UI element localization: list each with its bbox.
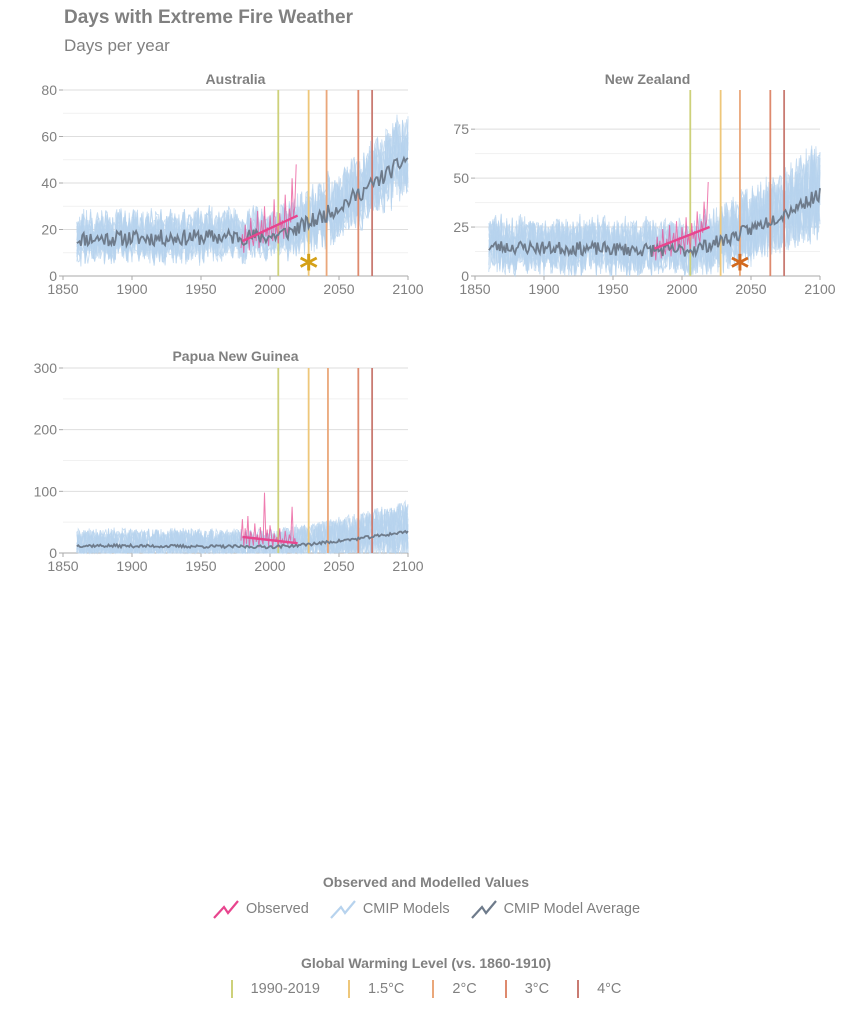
y-tick-label: 20: [41, 222, 57, 238]
x-tick-label: 2100: [392, 558, 423, 574]
gwl-item-1-5c: 1.5°C: [347, 980, 405, 998]
panel-title: Australia: [206, 71, 266, 87]
cmip-model-line: [488, 158, 821, 277]
panel-title: Papua New Guinea: [172, 348, 298, 364]
cmip-model-line: [76, 133, 409, 267]
gwl-label-2c: 2°C: [452, 981, 477, 997]
x-tick-label: 1850: [47, 281, 78, 297]
values-legend-title: Observed and Modelled Values: [322, 874, 530, 890]
y-tick-label: 40: [41, 175, 57, 191]
y-tick-label: 25: [453, 219, 469, 235]
x-tick-label: 2100: [804, 281, 835, 297]
observed-trend-line: [653, 225, 711, 250]
x-tick-label: 1950: [185, 281, 216, 297]
cmip-average-line: [76, 155, 409, 250]
y-tick-label: 0: [461, 268, 469, 284]
cmip-average-line: [488, 188, 821, 259]
cmip-model-line: [488, 154, 821, 277]
gwl-label-3c: 3°C: [524, 981, 550, 997]
x-tick-label: 2100: [392, 281, 423, 297]
gwl-legend-title: Global Warming Level (vs. 1860-1910): [300, 955, 552, 971]
chart-title: Days with Extreme Fire Weather: [64, 7, 353, 28]
cmip-model-line: [76, 499, 409, 555]
gwl-label-1-5c: 1.5°C: [367, 981, 405, 997]
x-tick-label: 2000: [254, 558, 285, 574]
gwl-item-3c: 3°C: [504, 980, 550, 998]
x-tick-label: 1850: [47, 558, 78, 574]
cmip-models-group: [76, 499, 409, 555]
chart-panel: Papua New Guinea 0 100 200 300 1850 1900 1950 20…: [34, 348, 424, 574]
x-tick-label: 2000: [666, 281, 697, 297]
gwl-swatch-icon: [347, 980, 350, 998]
values-legend: Observed CMIP Models CMIP Model Average: [0, 898, 852, 920]
x-tick-label: 1850: [459, 281, 490, 297]
panel-title: New Zealand: [605, 71, 691, 87]
models-swatch-icon: [329, 900, 356, 919]
x-tick-label: 1900: [528, 281, 559, 297]
observed-trend-line: [242, 535, 298, 545]
cmip-average-line: [76, 529, 409, 550]
gwl-swatch-icon: [432, 980, 435, 998]
y-tick-label: 0: [49, 545, 57, 561]
gwl-star-marker: *: [731, 248, 750, 289]
gwl-legend: 1990-2019 1.5°C 2°C 3°C 4°C: [0, 980, 852, 998]
y-tick-label: 300: [34, 360, 58, 376]
cmip-model-line: [76, 129, 409, 266]
x-tick-label: 2050: [323, 281, 354, 297]
gwl-star-marker: *: [299, 248, 318, 289]
x-tick-label: 2050: [323, 558, 354, 574]
chart-panel: New Zealand 0 25 50 75 1850 1900 1950 2000 2050 21…: [453, 71, 835, 297]
x-tick-label: 1950: [597, 281, 628, 297]
y-tick-label: 75: [453, 121, 469, 137]
observed-line: [652, 181, 709, 261]
y-tick-label: 0: [49, 268, 57, 284]
x-tick-label: 1950: [185, 558, 216, 574]
gwl-label-baseline: 1990-2019: [250, 981, 320, 997]
y-tick-label: 50: [453, 170, 469, 186]
legend-label-average: CMIP Model Average: [503, 901, 641, 917]
y-tick-label: 100: [34, 483, 58, 499]
chart-panel: Australia 0 20 40 60 80 1850 1900 1950 2000 2050 21…: [41, 71, 423, 297]
gwl-item-baseline: 1990-2019: [230, 980, 320, 998]
y-tick-label: 80: [41, 82, 57, 98]
gwl-item-2c: 2°C: [432, 980, 477, 998]
x-tick-label: 2000: [254, 281, 285, 297]
x-tick-label: 2050: [735, 281, 766, 297]
gwl-swatch-icon: [504, 980, 507, 998]
chart-subtitle: Days per year: [64, 36, 170, 55]
legend-label-observed: Observed: [245, 901, 309, 917]
average-swatch-icon: [470, 900, 497, 919]
gwl-swatch-icon: [230, 980, 233, 998]
y-tick-label: 200: [34, 422, 58, 438]
legend-label-models: CMIP Models: [362, 901, 450, 917]
observed-line: [240, 164, 297, 253]
gwl-swatch-icon: [577, 980, 580, 998]
legend-item-models: CMIP Models: [329, 898, 450, 920]
x-tick-label: 1900: [116, 281, 147, 297]
gwl-item-4c: 4°C: [577, 980, 621, 998]
y-tick-label: 60: [41, 129, 57, 145]
legend-item-observed: Observed: [212, 898, 309, 920]
legend-item-average: CMIP Model Average: [470, 898, 640, 920]
observed-swatch-icon: [213, 900, 239, 919]
x-tick-label: 1900: [116, 558, 147, 574]
observed-trend-line: [241, 214, 299, 243]
cmip-model-line: [488, 149, 821, 277]
gwl-label-4c: 4°C: [597, 981, 622, 997]
